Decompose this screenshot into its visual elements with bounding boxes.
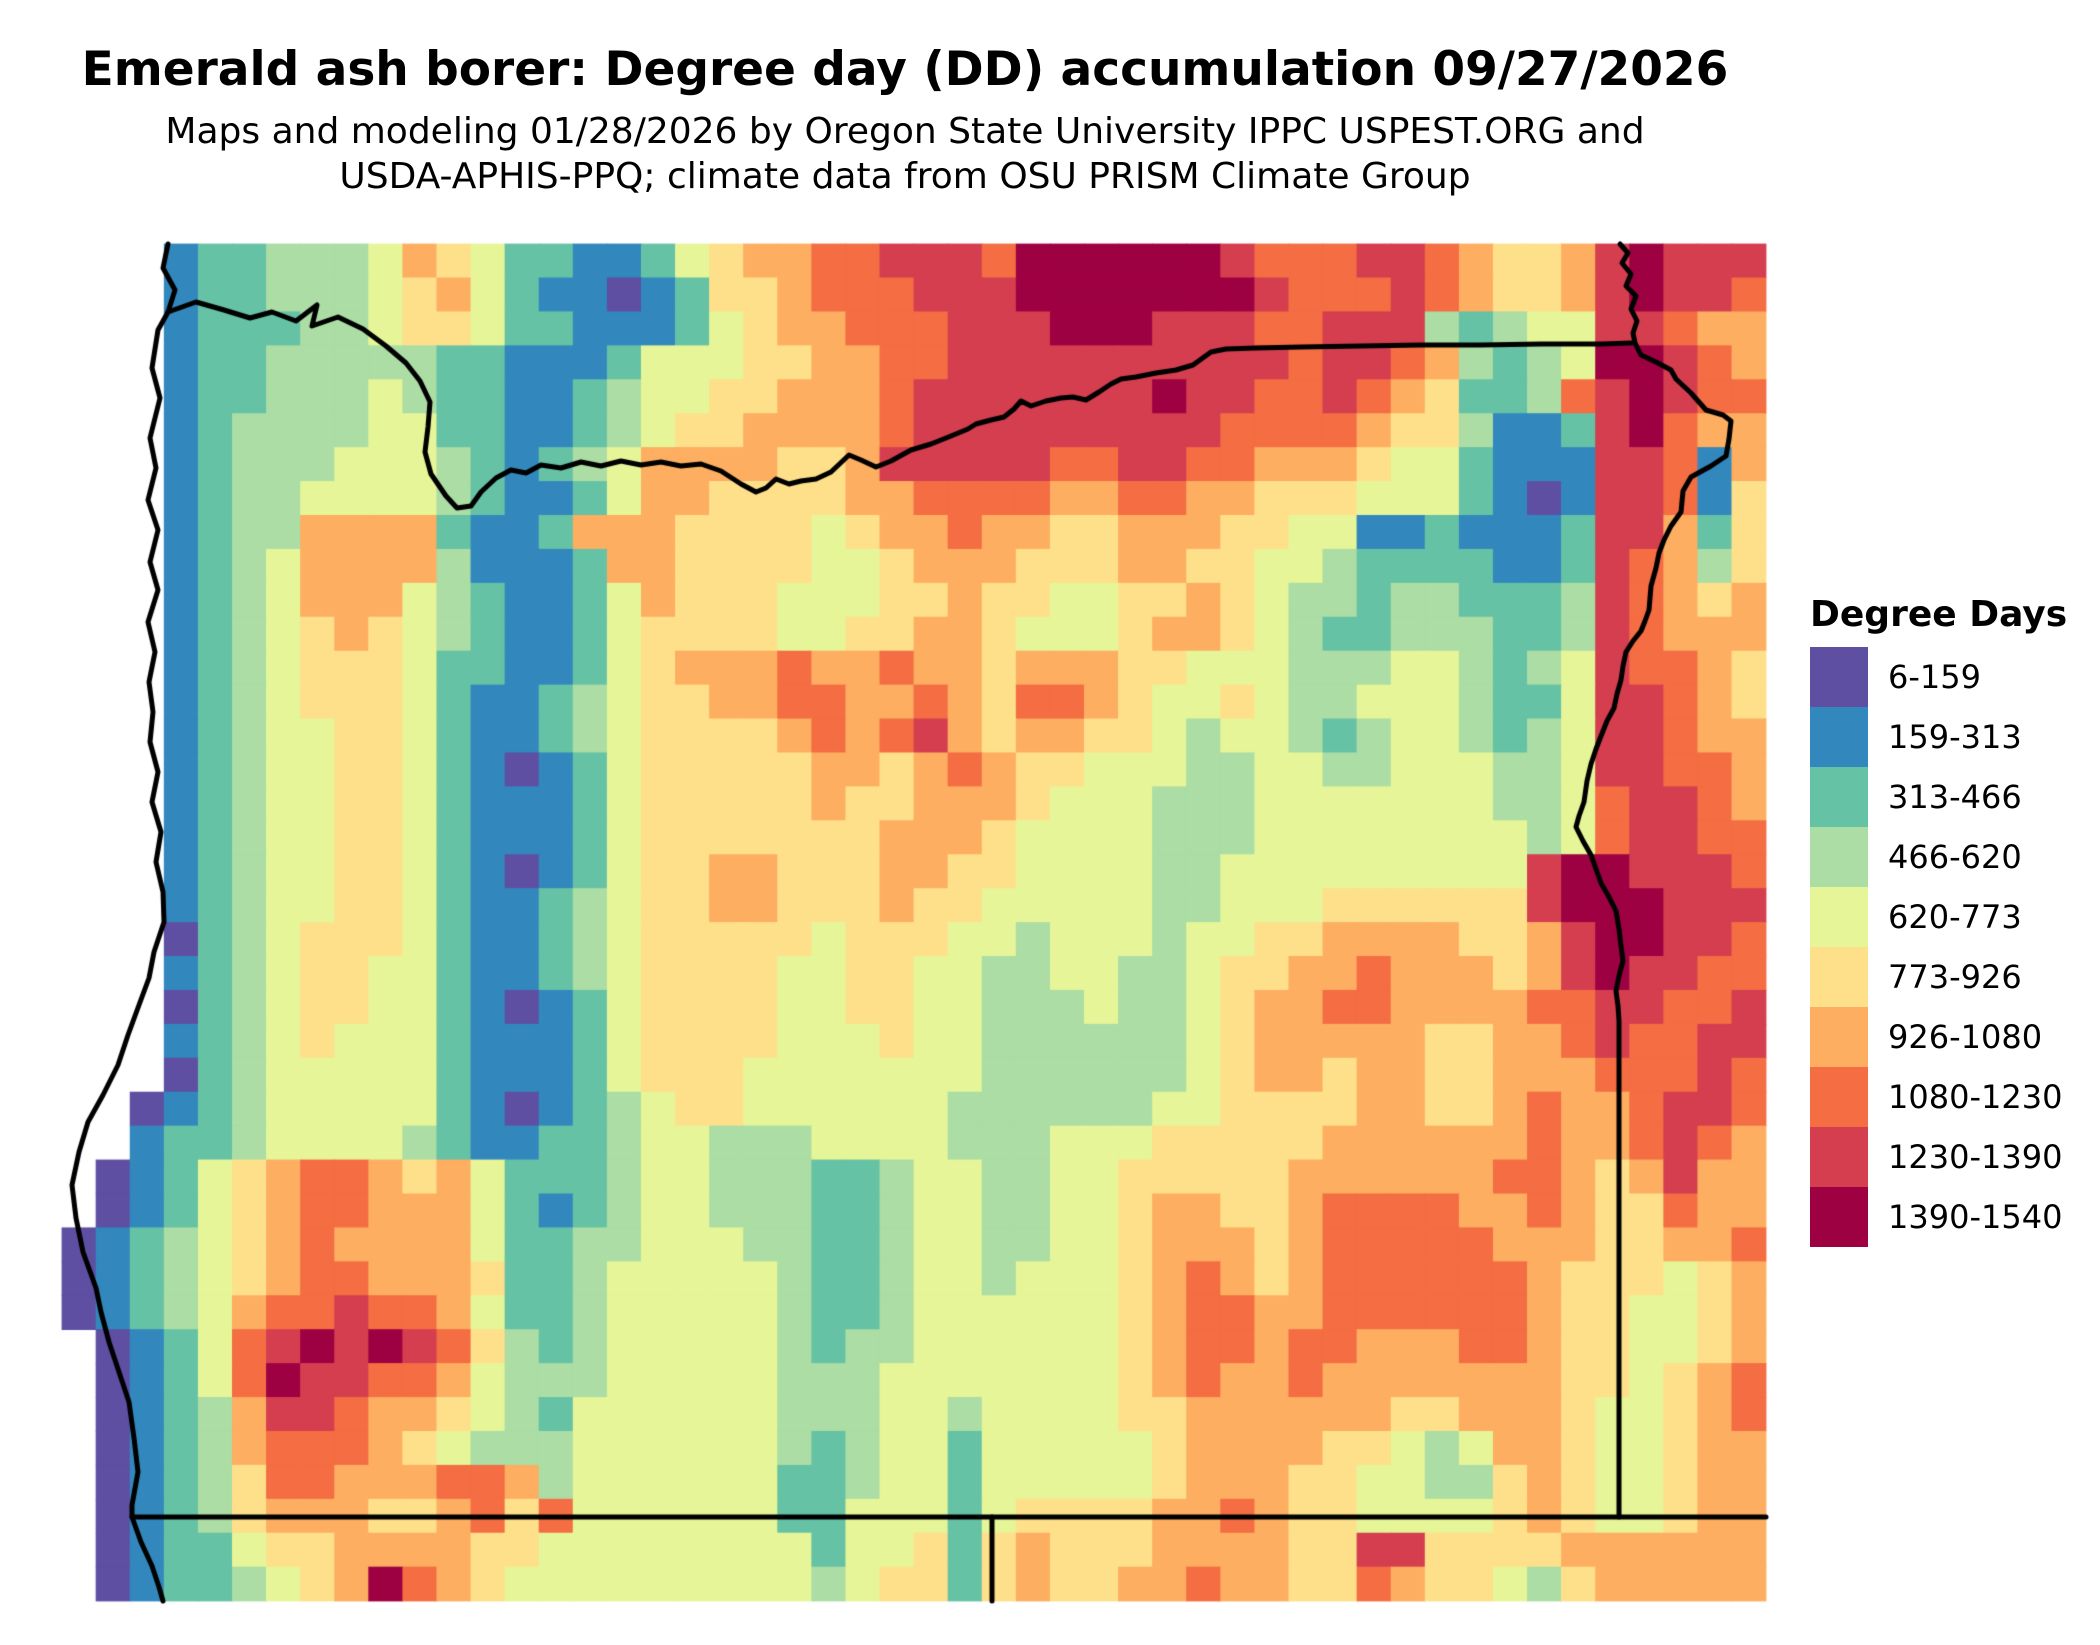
legend-label: 926-1080 <box>1888 1018 2043 1056</box>
legend-label: 6-159 <box>1888 658 1981 696</box>
legend-swatch <box>1810 827 1868 887</box>
legend-row: 466-620 <box>1810 827 2067 887</box>
legend-title: Degree Days <box>1810 594 2068 635</box>
legend-row: 620-773 <box>1810 887 2067 947</box>
legend-row: 926-1080 <box>1810 1007 2067 1067</box>
legend-label: 620-773 <box>1888 898 2022 936</box>
subtitle-line-1: Maps and modeling 01/28/2026 by Oregon S… <box>165 111 1645 152</box>
legend-label: 1390-1540 <box>1888 1198 2063 1236</box>
legend-swatch <box>1810 1067 1868 1127</box>
legend: Degree Days 6-159 159-313 313-466 466-620 62… <box>1810 594 2067 1247</box>
legend-row: 1390-1540 <box>1810 1187 2067 1247</box>
legend-swatch <box>1810 1007 1868 1067</box>
legend-row: 6-159 <box>1810 647 2067 707</box>
figure-header: Emerald ash borer: Degree day (DD) accum… <box>0 42 1810 199</box>
legend-row: 313-466 <box>1810 767 2067 827</box>
legend-row: 1080-1230 <box>1810 1067 2067 1127</box>
legend-label: 773-926 <box>1888 958 2022 996</box>
page-subtitle: Maps and modeling 01/28/2026 by Oregon S… <box>0 109 1810 199</box>
legend-swatch <box>1810 947 1868 1007</box>
legend-label: 466-620 <box>1888 838 2022 876</box>
legend-rows: 6-159 159-313 313-466 466-620 620-773 773-926… <box>1810 647 2067 1247</box>
subtitle-line-2: USDA-APHIS-PPQ; climate data from OSU PR… <box>339 156 1471 197</box>
legend-swatch <box>1810 647 1868 707</box>
legend-swatch <box>1810 1127 1868 1187</box>
legend-swatch <box>1810 887 1868 947</box>
legend-swatch <box>1810 767 1868 827</box>
legend-row: 773-926 <box>1810 947 2067 1007</box>
legend-swatch <box>1810 707 1868 767</box>
legend-label: 1080-1230 <box>1888 1078 2063 1116</box>
legend-label: 159-313 <box>1888 718 2022 756</box>
page-title: Emerald ash borer: Degree day (DD) accum… <box>81 42 1729 97</box>
legend-label: 1230-1390 <box>1888 1138 2063 1176</box>
legend-row: 1230-1390 <box>1810 1127 2067 1187</box>
legend-swatch <box>1810 1187 1868 1247</box>
legend-label: 313-466 <box>1888 778 2022 816</box>
legend-row: 159-313 <box>1810 707 2067 767</box>
